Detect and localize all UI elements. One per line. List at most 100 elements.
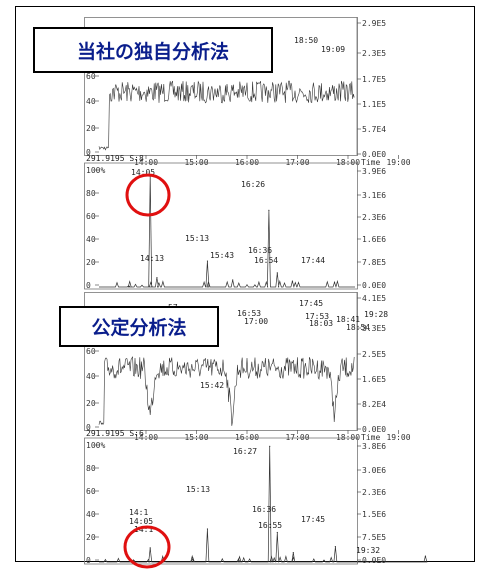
top-peak-label-3: 17:00 <box>244 317 268 326</box>
bottom-peak-label-8: 19:32 <box>356 546 380 555</box>
bottom-chart-border <box>84 437 358 565</box>
bottom-peak-label-3: 15:43 <box>210 251 234 260</box>
top-peak-label-8: 18:54 <box>346 323 370 332</box>
bottom-peak-label-7: 17:45 <box>301 515 325 524</box>
top-peak-label-9: 19:28 <box>364 310 388 319</box>
bottom-peak-label-6: 16:55 <box>258 521 282 530</box>
bottom-header: 291.9195 S:8 <box>86 154 144 163</box>
top-x-tick-3: 17:00 <box>285 433 309 442</box>
bottom-y-tick-right-0: 3.9E6 <box>362 167 386 176</box>
top-x-label: Time <box>361 158 380 167</box>
bottom-peak-point-6 <box>424 555 427 557</box>
top-chart-border <box>84 292 358 431</box>
top-y-tick-left-0: 60 <box>86 72 96 81</box>
bottom-peak-label-2: 14:1 <box>134 525 153 534</box>
bottom-peak-point-0 <box>149 547 151 549</box>
top-y-tick-right-1: 2.3E5 <box>362 49 386 58</box>
bottom-peak-point-4 <box>292 551 294 554</box>
bottom-peak-point-4 <box>268 209 270 211</box>
top-peak-label-10: 15:42 <box>200 381 224 390</box>
bottom-y-tick-left-5: 0 <box>86 281 91 290</box>
highlight-circle <box>123 525 171 569</box>
top-y-tick-left-2: 20 <box>86 399 96 408</box>
top-y-tick-left-0: 60 <box>86 347 96 356</box>
bottom-y-tick-right-1: 3.1E6 <box>362 191 386 200</box>
top-y-tick-left-3: 0 <box>86 148 91 157</box>
bottom-peak-point-1 <box>156 276 158 279</box>
bottom-chart-border <box>84 162 358 290</box>
bottom-peak-point-5 <box>334 546 336 548</box>
bottom-peak-point-2 <box>269 445 271 447</box>
bottom-peak-label-4: 16:26 <box>241 180 265 189</box>
bottom-peak-label-0: 14:05 <box>131 168 155 177</box>
bottom-y-tick-left-2: 60 <box>86 212 96 221</box>
top-y-tick-right-2: 2.5E5 <box>362 350 386 359</box>
top-tic-trace <box>98 356 355 426</box>
top-y-tick-right-5: 0.0E0 <box>362 425 386 434</box>
bottom-y-tick-left-4: 20 <box>86 533 96 542</box>
top-y-tick-right-4: 5.7E4 <box>362 125 386 134</box>
top-x-tick-5: 19:00 <box>386 158 410 167</box>
highlight-circle <box>125 173 171 217</box>
bottom-y-tick-left-3: 40 <box>86 510 96 519</box>
bottom-peak-point-6 <box>291 280 294 282</box>
top-x-tick-2: 16:00 <box>235 158 259 167</box>
label-own-method-text: 当社の独自分析法 <box>76 40 229 63</box>
top-x-tick-4: 18:00 <box>336 433 360 442</box>
bottom-peak-label-2: 15:13 <box>185 234 209 243</box>
label-official-method-text: 公定分析法 <box>91 317 187 339</box>
top-peak-label-5: 17:53 <box>305 312 329 321</box>
panel-own-method: 60 40 20 0 2.9E5 2.3E5 1.7E5 1.1E5 5.7E4 0.0E0 14:… <box>84 17 411 297</box>
top-peak-label-7: 18:41 <box>336 315 360 324</box>
top-x-tick-5: 19:00 <box>386 433 410 442</box>
bottom-y-tick-right-3: 1.5E6 <box>362 510 386 519</box>
bottom-peak-label-7: 17:44 <box>301 256 325 265</box>
top-x-tick-0: 14:00 <box>134 433 158 442</box>
bottom-peak-label-4: 16:27 <box>233 447 257 456</box>
bottom-y-tick-right-0: 3.8E6 <box>362 442 386 451</box>
top-y-tick-left-1: 40 <box>86 372 96 381</box>
top-y-tick-left-1: 40 <box>86 97 96 106</box>
bottom-y-tick-left-0: 100% <box>86 441 105 450</box>
bottom-peak-point-3 <box>232 279 234 281</box>
top-peak-label-6: 18:03 <box>309 319 333 328</box>
bottom-peak-label-1: 14:13 <box>140 254 164 263</box>
bottom-peak-label-1: 14:05 <box>129 517 153 526</box>
top-x-label: Time <box>361 433 380 442</box>
top-x-tick-0: 14:00 <box>134 158 158 167</box>
top-peak-label-2: 18:50 <box>294 36 318 45</box>
top-peak-label-4: 17:45 <box>299 299 323 308</box>
label-own-method: 当社の独自分析法 <box>33 27 273 73</box>
label-official-method: 公定分析法 <box>59 306 219 347</box>
top-peak-label-2: 16:53 <box>237 309 261 318</box>
bottom-y-tick-left-1: 80 <box>86 464 96 473</box>
bottom-peak-point-3 <box>276 531 278 534</box>
bottom-y-tick-right-4: 7.5E5 <box>362 533 386 542</box>
top-y-tick-right-3: 1.1E5 <box>362 100 386 109</box>
bottom-peak-point-7 <box>333 281 336 283</box>
top-y-tick-right-3: 1.6E5 <box>362 375 386 384</box>
bottom-y-tick-right-1: 3.0E6 <box>362 466 386 475</box>
top-chart-border <box>84 17 358 156</box>
top-y-tick-right-5: 0.0E0 <box>362 150 386 159</box>
top-peak-label-3: 19:09 <box>321 45 345 54</box>
bottom-y-tick-left-2: 60 <box>86 487 96 496</box>
bottom-y-tick-left-0: 100% <box>86 166 105 175</box>
bottom-y-tick-right-5: 0.0E0 <box>362 281 386 290</box>
bottom-y-tick-left-4: 20 <box>86 258 96 267</box>
top-x-tick-3: 17:00 <box>285 158 309 167</box>
bottom-y-tick-right-4: 7.8E5 <box>362 258 386 267</box>
bottom-peak-point-2 <box>206 260 209 262</box>
top-y-tick-left-3: 0 <box>86 423 91 432</box>
bottom-trace <box>99 446 428 563</box>
bottom-peak-point-1 <box>206 528 209 530</box>
bottom-y-tick-right-5: 0.0E0 <box>362 556 386 565</box>
bottom-header: 291.9195 S:6 <box>86 429 144 438</box>
bottom-y-tick-right-3: 1.6E6 <box>362 235 386 244</box>
top-y-tick-right-1: 3.3E5 <box>362 324 386 333</box>
top-y-tick-right-0: 4.1E5 <box>362 294 386 303</box>
top-x-tick-1: 15:00 <box>184 433 208 442</box>
bottom-trace <box>99 174 355 288</box>
top-x-tick-1: 15:00 <box>184 158 208 167</box>
bottom-y-tick-left-3: 40 <box>86 235 96 244</box>
